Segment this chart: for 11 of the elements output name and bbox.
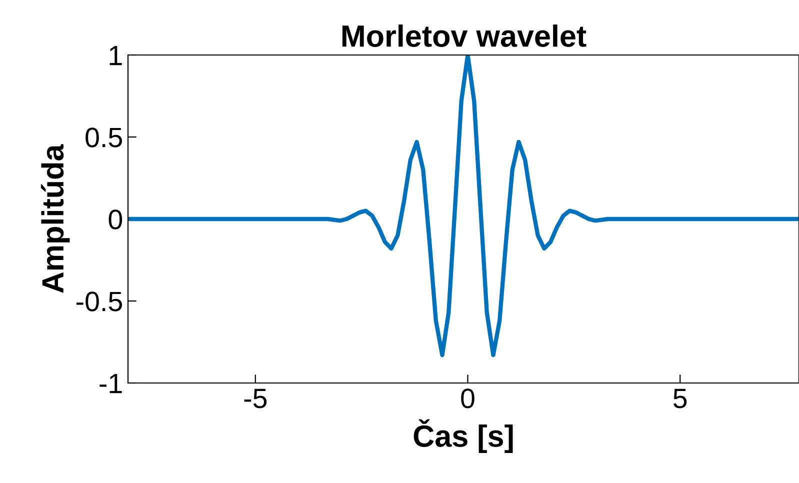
y-tick-label: 0.5 [86,128,122,148]
y-tick-label: 0 [108,210,122,230]
y-axis-title: Amplitúda [40,144,70,293]
x-tick-label: -5 [244,388,267,408]
y-tick-label: -1 [100,374,122,394]
x-axis-title: Čas [s] [414,419,513,454]
y-tick-label: 1 [110,46,122,66]
x-tick-label: 0 [461,388,474,408]
x-tick-label: 5 [673,388,687,408]
chart-title: Morletov wavelet [342,24,586,47]
y-tick-label: -0.5 [76,292,122,312]
